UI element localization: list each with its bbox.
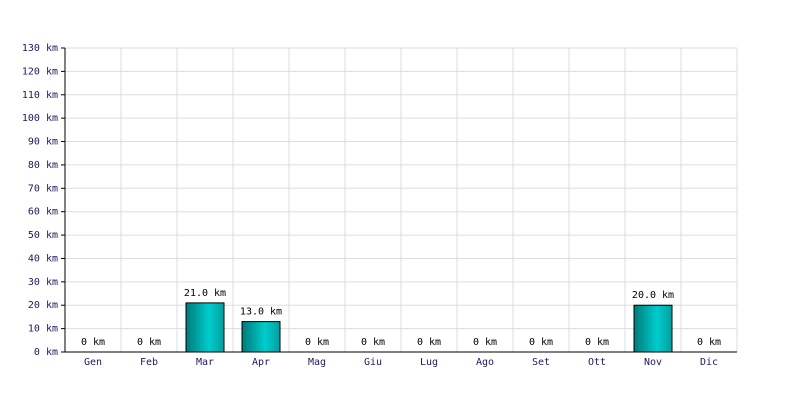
- x-tick-label: Mag: [308, 357, 326, 368]
- value-label: 0 km: [361, 337, 385, 348]
- value-label: 21.0 km: [184, 288, 226, 299]
- value-label: 13.0 km: [240, 307, 282, 318]
- x-tick-label: Gen: [84, 357, 102, 368]
- bar: [633, 304, 673, 353]
- y-tick-label: 110 km: [22, 90, 58, 101]
- y-tick-label: 0 km: [34, 347, 58, 358]
- value-label: 0 km: [697, 337, 721, 348]
- y-tick-label: 90 km: [28, 137, 58, 148]
- y-tick-label: 40 km: [28, 253, 58, 264]
- y-tick-label: 20 km: [28, 300, 58, 311]
- y-tick-label: 130 km: [22, 43, 58, 54]
- y-tick-label: 10 km: [28, 324, 58, 335]
- x-tick-label: Mar: [196, 357, 214, 368]
- y-tick-label: 60 km: [28, 207, 58, 218]
- value-label: 0 km: [529, 337, 553, 348]
- y-tick-label: 80 km: [28, 160, 58, 171]
- value-label: 0 km: [137, 337, 161, 348]
- value-label: 0 km: [417, 337, 441, 348]
- value-label: 0 km: [81, 337, 105, 348]
- x-tick-label: Nov: [644, 357, 662, 368]
- y-tick-label: 30 km: [28, 277, 58, 288]
- x-tick-label: Apr: [252, 357, 270, 368]
- x-tick-label: Feb: [140, 357, 158, 368]
- y-tick-label: 120 km: [22, 66, 58, 77]
- y-tick-label: 70 km: [28, 183, 58, 194]
- x-tick-label: Lug: [420, 357, 438, 368]
- x-tick-label: Giu: [364, 357, 382, 368]
- value-label: 0 km: [473, 337, 497, 348]
- value-label: 0 km: [305, 337, 329, 348]
- x-tick-label: Ago: [476, 357, 494, 368]
- value-label: 20.0 km: [632, 290, 674, 301]
- x-tick-label: Set: [532, 357, 550, 368]
- x-tick-label: Dic: [700, 357, 718, 368]
- y-tick-label: 50 km: [28, 230, 58, 241]
- y-tick-label: 100 km: [22, 113, 58, 124]
- bar: [241, 321, 281, 353]
- bar: [185, 302, 225, 353]
- value-label: 0 km: [585, 337, 609, 348]
- x-tick-label: Ott: [588, 357, 606, 368]
